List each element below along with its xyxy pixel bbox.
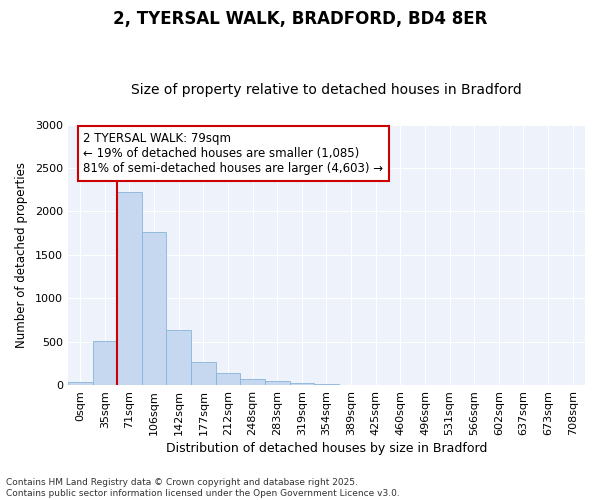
- Bar: [240, 378, 265, 385]
- Title: Size of property relative to detached houses in Bradford: Size of property relative to detached ho…: [131, 83, 522, 97]
- Bar: [166, 330, 191, 385]
- Bar: [142, 232, 166, 385]
- X-axis label: Distribution of detached houses by size in Bradford: Distribution of detached houses by size …: [166, 442, 487, 455]
- Text: 2 TYERSAL WALK: 79sqm
← 19% of detached houses are smaller (1,085)
81% of semi-d: 2 TYERSAL WALK: 79sqm ← 19% of detached …: [83, 132, 383, 176]
- Bar: [215, 373, 240, 385]
- Bar: [92, 341, 117, 385]
- Y-axis label: Number of detached properties: Number of detached properties: [15, 162, 28, 348]
- Bar: [68, 382, 92, 385]
- Text: 2, TYERSAL WALK, BRADFORD, BD4 8ER: 2, TYERSAL WALK, BRADFORD, BD4 8ER: [113, 10, 487, 28]
- Bar: [290, 383, 314, 385]
- Bar: [265, 380, 290, 385]
- Text: Contains HM Land Registry data © Crown copyright and database right 2025.
Contai: Contains HM Land Registry data © Crown c…: [6, 478, 400, 498]
- Bar: [117, 192, 142, 385]
- Bar: [314, 384, 339, 385]
- Bar: [191, 362, 215, 385]
